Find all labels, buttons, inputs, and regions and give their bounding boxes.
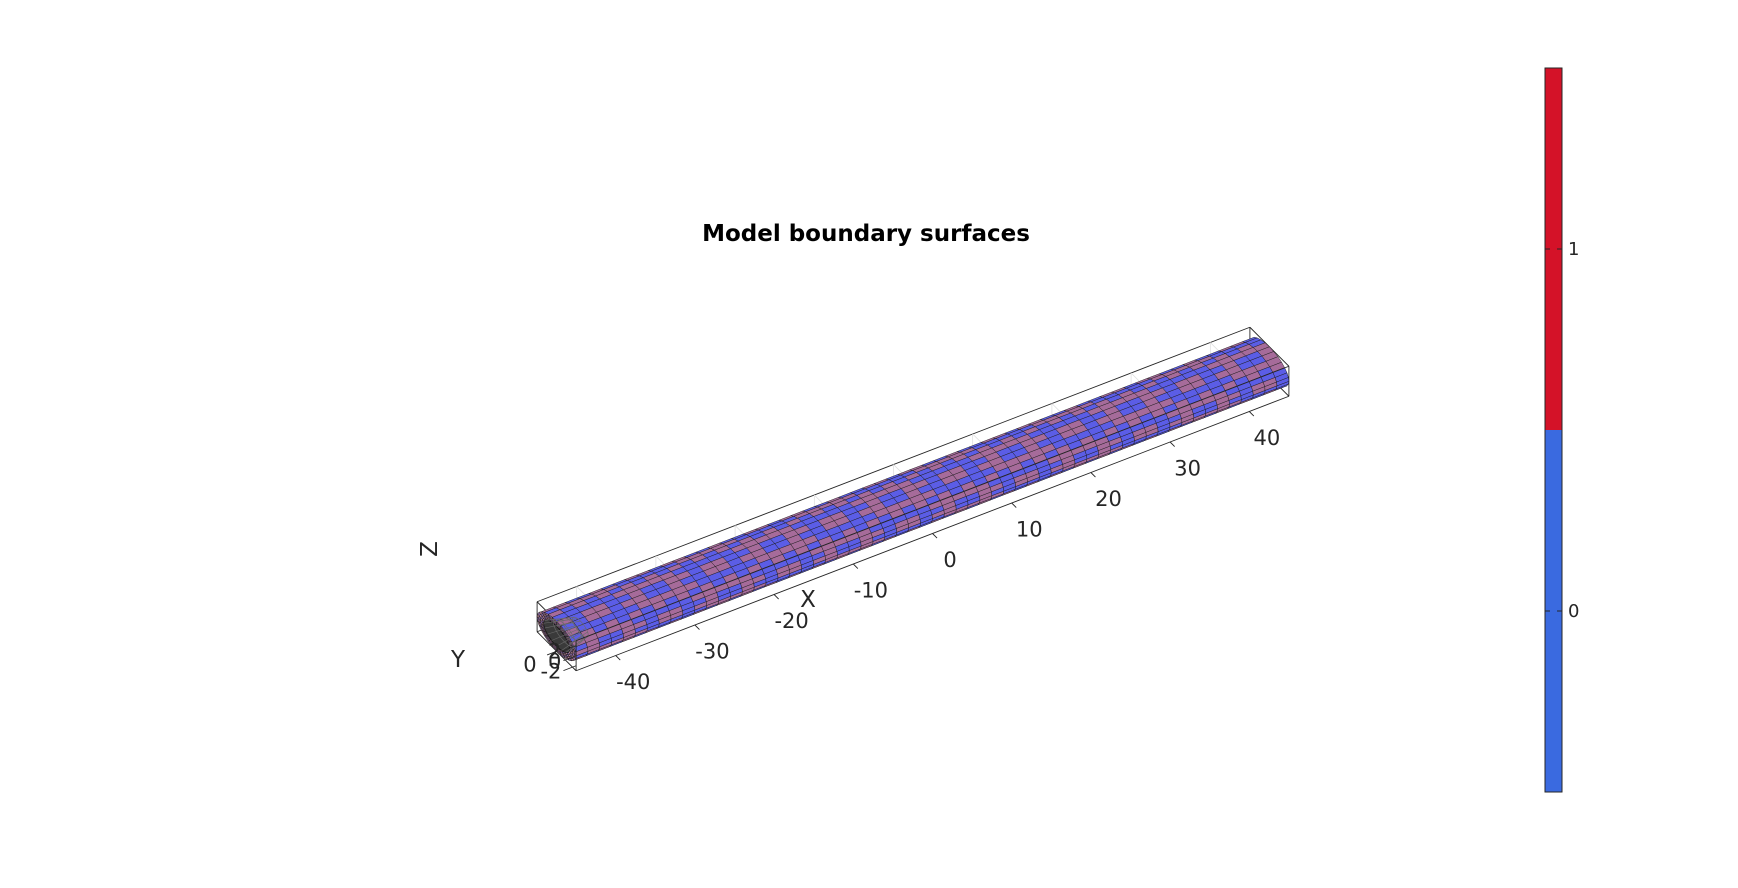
y-tick-label: 0	[523, 652, 536, 676]
z-tick	[563, 665, 577, 672]
x-tick-label: 30	[1174, 457, 1201, 481]
colorbar-segment-0	[1545, 430, 1562, 792]
z-tick	[563, 655, 577, 662]
x-tick-label: -30	[695, 640, 729, 664]
x-tick	[773, 594, 779, 600]
bore-mesh-ring	[562, 617, 583, 643]
x-tick	[1169, 441, 1175, 447]
chart-title: Model boundary surfaces	[702, 221, 1030, 247]
x-tick	[1248, 411, 1255, 417]
bore-mesh-line	[547, 625, 575, 635]
bore-mesh-line	[565, 628, 587, 639]
z-axis-label: Z	[417, 541, 443, 557]
x-tick-label: 0	[943, 548, 956, 572]
y-tick	[546, 650, 557, 656]
x-tick-label: 40	[1253, 426, 1280, 450]
colorbar-segment-1	[1545, 68, 1562, 430]
bore-mesh-ring	[572, 616, 589, 638]
x-tick-label: -10	[854, 579, 888, 603]
x-tick	[694, 624, 700, 630]
bore-mesh-line	[544, 621, 574, 629]
bore-mesh-line	[568, 631, 588, 645]
x-tick-label: 10	[1016, 518, 1043, 542]
x-axis-label: X	[800, 587, 816, 613]
bore-mesh-line	[568, 636, 588, 653]
y-axis-label: Y	[450, 647, 466, 673]
x-tick	[1090, 472, 1096, 478]
x-tick-label: -20	[774, 609, 808, 633]
bore-mesh-line	[547, 617, 575, 621]
x-tick-label: 20	[1095, 487, 1122, 511]
bore-mesh-line	[561, 635, 584, 651]
x-tick	[852, 563, 859, 569]
z-tick-label: 2	[548, 640, 561, 664]
end-cap-face	[536, 616, 540, 623]
x-tick	[932, 533, 938, 539]
colorbar: 01	[1544, 67, 1579, 793]
x-tick	[1011, 502, 1017, 508]
bore-mesh-line	[551, 629, 578, 641]
bore-mesh-line	[551, 618, 578, 623]
bore-mesh-line	[556, 620, 581, 627]
x-tick-label: -40	[616, 670, 650, 694]
colorbar-frame	[1544, 67, 1563, 793]
axes-box-edge	[575, 365, 1290, 642]
bore-mesh-line	[556, 632, 581, 647]
z-tick	[563, 645, 577, 652]
tube-surface	[536, 336, 1290, 662]
colorbar-tick-label: 1	[1568, 239, 1579, 260]
z-tick-label: -2	[540, 660, 561, 684]
x-tick	[615, 655, 621, 661]
bore-mesh-line	[561, 624, 584, 633]
colorbar-tick-label: 0	[1568, 601, 1579, 622]
z-tick-label: 0	[548, 650, 561, 674]
